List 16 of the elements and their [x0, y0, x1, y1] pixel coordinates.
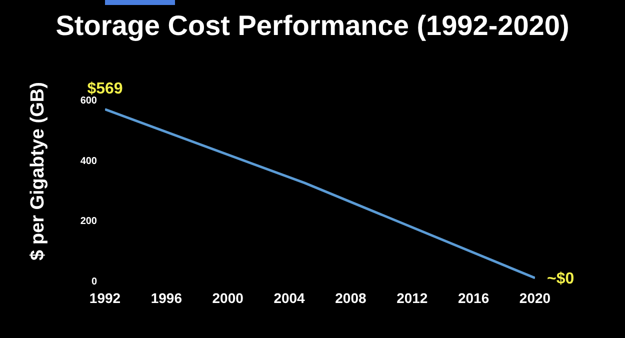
annotation: $569	[87, 80, 123, 98]
y-tick-label: 0	[91, 276, 98, 288]
x-tick-label: 2004	[274, 290, 306, 306]
y-tick-label: 200	[80, 216, 98, 228]
x-tick-label: 2016	[458, 290, 490, 306]
x-tick-label: 1992	[89, 290, 121, 306]
x-tick-label: 2000	[212, 290, 244, 306]
x-tick-label: 2008	[335, 290, 366, 306]
y-axis-title: $ per Gigabtye (GB)	[28, 82, 49, 260]
x-tick-label: 1996	[150, 290, 182, 306]
annotation: ~$0	[547, 270, 574, 288]
chart-title: Storage Cost Performance (1992-2020)	[54, 10, 570, 42]
x-tick-label: 2012	[396, 290, 428, 306]
y-tick-label: 400	[80, 156, 98, 167]
x-tick-label: 2020	[519, 290, 551, 306]
y-tick-label: 600	[80, 96, 98, 107]
